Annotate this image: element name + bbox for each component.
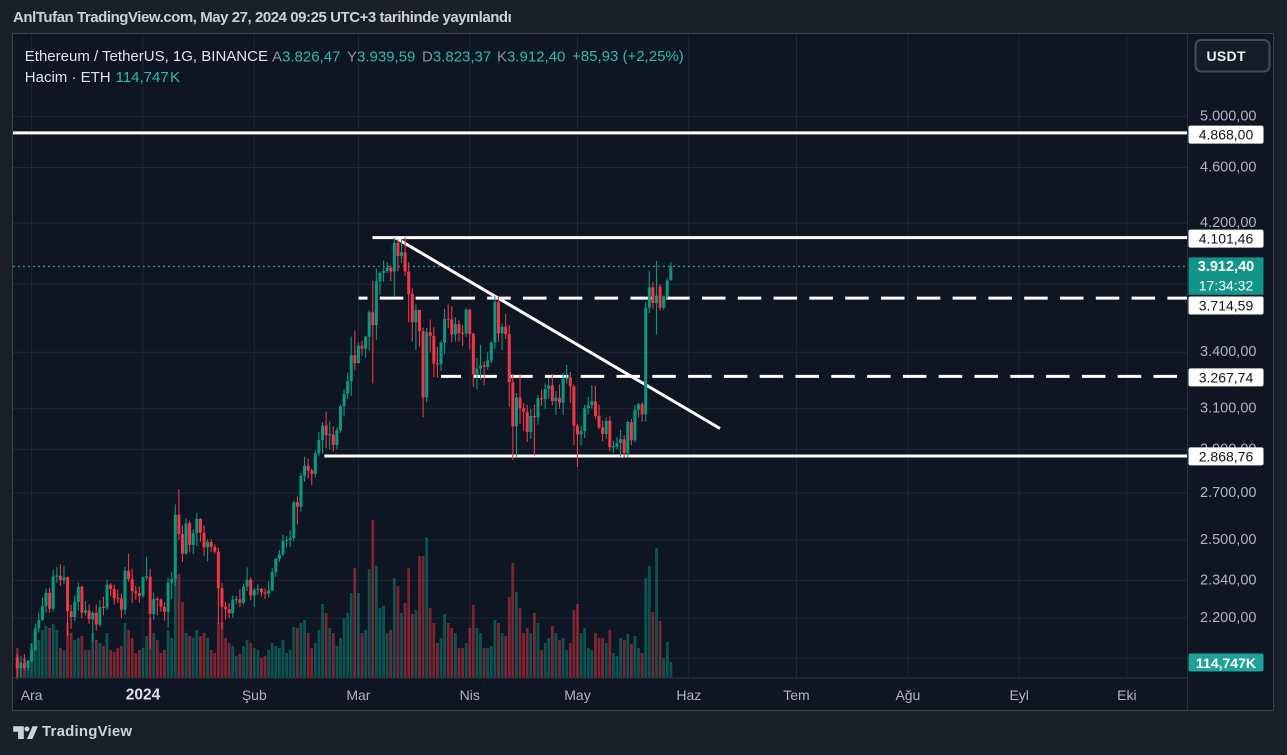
- svg-text:2.868,76: 2.868,76: [1199, 448, 1254, 464]
- svg-text:May: May: [564, 687, 590, 703]
- svg-text:Haz: Haz: [676, 687, 701, 703]
- svg-text:Hacim · ETH: Hacim · ETH: [25, 69, 111, 86]
- svg-text:Mar: Mar: [346, 687, 370, 703]
- svg-text:Eki: Eki: [1117, 687, 1136, 703]
- svg-text:Y3.939,59: Y3.939,59: [347, 48, 415, 65]
- svg-text:4.600,00: 4.600,00: [1200, 160, 1256, 176]
- svg-text:3.912,40: 3.912,40: [1198, 259, 1254, 275]
- svg-text:D3.823,37: D3.823,37: [422, 48, 491, 65]
- svg-text:2.700,00: 2.700,00: [1200, 485, 1256, 501]
- svg-text:Nis: Nis: [460, 687, 480, 703]
- svg-text:Ethereum / TetherUS, 1G, BINAN: Ethereum / TetherUS, 1G, BINANCE: [25, 48, 268, 65]
- svg-text:114,747 K: 114,747 K: [116, 69, 180, 86]
- svg-text:17:34:32: 17:34:32: [1199, 278, 1254, 294]
- svg-text:Tem: Tem: [783, 687, 809, 703]
- svg-text:3.714,59: 3.714,59: [1199, 298, 1254, 314]
- svg-text:2.200,00: 2.200,00: [1200, 610, 1256, 626]
- svg-text:5.000,00: 5.000,00: [1200, 109, 1256, 125]
- svg-text:2.500,00: 2.500,00: [1200, 532, 1256, 548]
- svg-text:114,747K: 114,747K: [1196, 655, 1256, 671]
- svg-text:A3.826,47: A3.826,47: [272, 48, 340, 65]
- svg-text:3.400,00: 3.400,00: [1200, 344, 1256, 360]
- svg-text:4.868,00: 4.868,00: [1199, 127, 1254, 143]
- svg-text:Ara: Ara: [21, 687, 43, 703]
- svg-text:2.340,00: 2.340,00: [1200, 572, 1256, 588]
- svg-text:Eyl: Eyl: [1009, 687, 1028, 703]
- svg-text:2024: 2024: [126, 687, 161, 704]
- svg-text:K3.912,40: K3.912,40: [497, 48, 565, 65]
- svg-text:USDT: USDT: [1207, 48, 1246, 64]
- svg-text:3.267,74: 3.267,74: [1199, 369, 1254, 385]
- svg-text:Şub: Şub: [242, 687, 267, 703]
- svg-text:4.101,46: 4.101,46: [1199, 231, 1254, 247]
- svg-text:3.100,00: 3.100,00: [1200, 401, 1256, 417]
- svg-text:Ağu: Ağu: [895, 687, 920, 703]
- svg-text:4.200,00: 4.200,00: [1200, 215, 1256, 231]
- svg-text:+85,93 (+2,25%): +85,93 (+2,25%): [572, 48, 684, 65]
